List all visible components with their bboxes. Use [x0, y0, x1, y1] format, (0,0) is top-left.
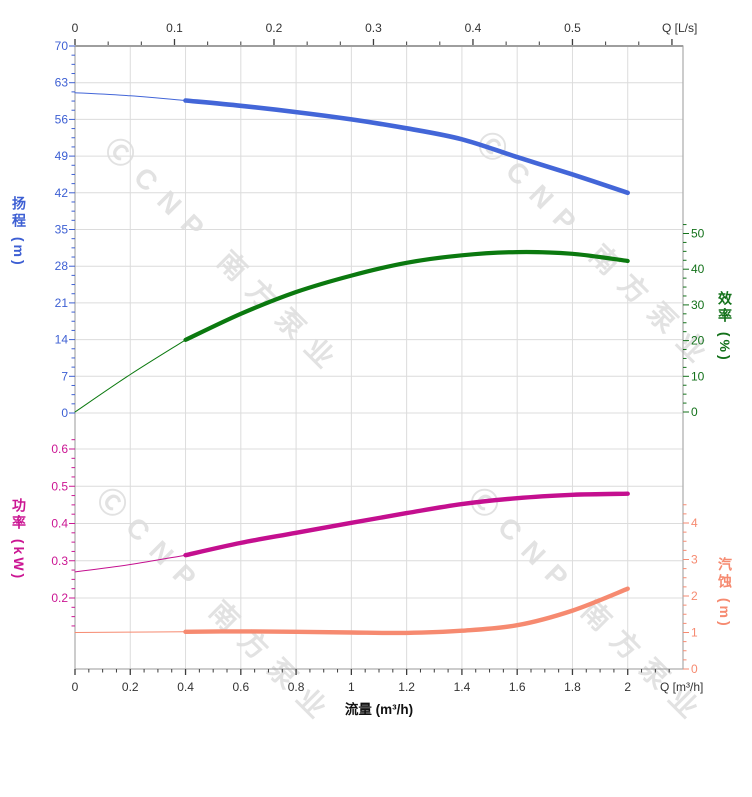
tick-label: 1 — [691, 626, 698, 640]
plot-frame — [74, 45, 684, 670]
series-npsh — [74, 586, 630, 636]
tick-label: 50 — [691, 227, 705, 241]
tick-label: 0.4 — [465, 21, 482, 35]
tick-label: 0.8 — [288, 680, 305, 694]
axis-power: 0.2 0.3 0.4 0.5 0.6 — [51, 439, 75, 627]
power-axis-title: 功率 (kW) — [11, 498, 27, 582]
head-axis-title: 扬程 (m) — [11, 196, 27, 268]
tick-label: 0 — [691, 662, 698, 676]
tick-label: 2 — [691, 589, 698, 603]
tick-label: 30 — [691, 298, 705, 312]
tick-label: 10 — [691, 369, 705, 383]
series-efficiency — [74, 249, 630, 413]
tick-label: 7 — [61, 369, 68, 383]
axis-efficiency: 0 10 20 30 40 50 — [683, 224, 705, 419]
tick-label: 0 — [72, 21, 79, 35]
efficiency-axis-title: 效率 (%) — [717, 291, 733, 363]
tick-label: 0.3 — [51, 554, 68, 568]
tick-label: 0.2 — [51, 591, 68, 605]
tick-label: 56 — [55, 112, 69, 126]
axis-npsh: 0 1 2 3 4 — [683, 504, 698, 676]
tick-label: 0.3 — [365, 21, 382, 35]
series-power — [74, 491, 630, 573]
tick-label: 21 — [55, 296, 69, 310]
tick-label: 49 — [55, 149, 69, 163]
tick-label: 0 — [72, 680, 79, 694]
tick-label: 20 — [691, 334, 705, 348]
tick-label: 3 — [691, 553, 698, 567]
tick-label: 1.2 — [398, 680, 415, 694]
tick-label: 1.8 — [564, 680, 581, 694]
series-head — [74, 92, 630, 196]
tick-label: 0 — [61, 406, 68, 420]
tick-label: 14 — [55, 333, 69, 347]
tick-label: 0.6 — [51, 442, 68, 456]
tick-label: 0.4 — [51, 517, 68, 531]
tick-label: 0.2 — [122, 680, 139, 694]
tick-label: 0.6 — [232, 680, 249, 694]
tick-label: 1.4 — [454, 680, 471, 694]
tick-label: 0.4 — [177, 680, 194, 694]
tick-label: 0.2 — [266, 21, 283, 35]
tick-label: 35 — [55, 223, 69, 237]
tick-label: 4 — [691, 516, 698, 530]
axis-bottom: 0 0.2 0.4 0.6 0.8 1 1.2 1.4 1.6 1.8 2 — [72, 669, 670, 694]
tick-label: 28 — [55, 259, 69, 273]
gridlines — [75, 45, 684, 669]
flow-axis-title: 流量 (m³/h) — [344, 702, 414, 717]
bottom-axis-unit-label: Q [m³/h] — [660, 680, 704, 694]
tick-label: 0.5 — [564, 21, 581, 35]
tick-label: 70 — [55, 39, 69, 53]
tick-label: 0.1 — [166, 21, 183, 35]
tick-label: 2 — [624, 680, 631, 694]
tick-label: 42 — [55, 186, 69, 200]
tick-label: 0.5 — [51, 479, 68, 493]
top-axis-unit-label: Q [L/s] — [662, 21, 698, 35]
tick-label: 1 — [348, 680, 355, 694]
npsh-axis-title: 汽蚀 (m) — [717, 557, 733, 629]
tick-label: 40 — [691, 262, 705, 276]
tick-label: 1.6 — [509, 680, 526, 694]
axis-top: 0 0.1 0.2 0.3 0.4 0.5 — [72, 21, 673, 45]
tick-label: 63 — [55, 76, 69, 90]
tick-label: 0 — [691, 405, 698, 419]
axis-head: 0 7 14 21 28 35 42 49 56 63 70 — [55, 39, 75, 420]
